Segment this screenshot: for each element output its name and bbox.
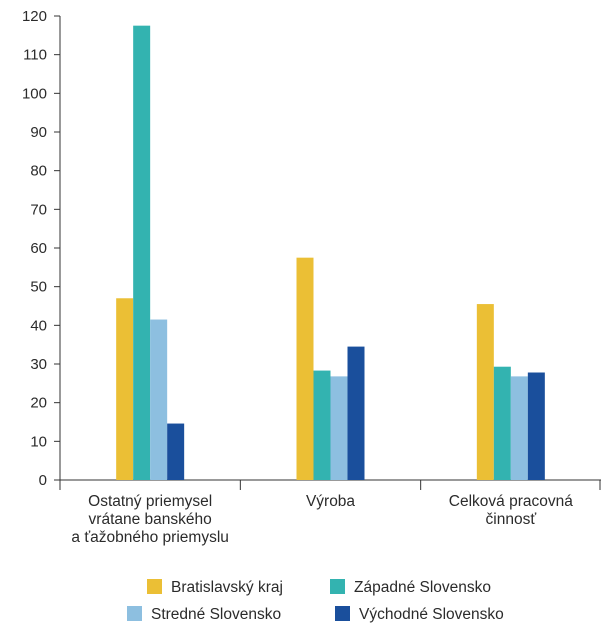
legend-swatch xyxy=(335,606,350,621)
y-tick-label: 30 xyxy=(30,356,47,373)
legend-label: Stredné Slovensko xyxy=(151,606,281,623)
x-category-label: Výroba xyxy=(306,493,355,510)
x-category-label: Ostatný priemysel xyxy=(88,493,212,510)
bar xyxy=(150,319,168,480)
bar xyxy=(493,366,511,480)
bar xyxy=(116,298,134,480)
y-tick-label: 40 xyxy=(30,317,47,334)
y-tick-label: 0 xyxy=(39,472,47,489)
bar xyxy=(133,25,151,481)
y-tick-label: 110 xyxy=(23,47,47,64)
y-tick-label: 50 xyxy=(30,279,47,296)
x-category-label: a ťažobného priemyslu xyxy=(71,529,228,546)
y-tick-label: 120 xyxy=(22,8,47,25)
legend-swatch xyxy=(330,579,345,594)
bar xyxy=(347,346,365,480)
x-category-label: Celková pracovná xyxy=(449,493,573,510)
y-tick-label: 80 xyxy=(30,163,47,180)
legend-swatch xyxy=(147,579,162,594)
bar xyxy=(527,372,545,480)
y-tick-label: 100 xyxy=(22,85,47,102)
bar xyxy=(476,304,494,480)
y-tick-label: 70 xyxy=(30,201,47,218)
bar xyxy=(330,376,348,480)
bar xyxy=(296,257,314,480)
y-tick-label: 60 xyxy=(30,240,47,257)
y-tick-label: 20 xyxy=(30,395,47,412)
legend-label: Východné Slovensko xyxy=(359,606,504,623)
bar xyxy=(167,423,185,480)
legend-label: Západné Slovensko xyxy=(354,579,491,596)
x-category-label: činnosť xyxy=(486,511,537,528)
bar xyxy=(313,370,331,480)
legend-swatch xyxy=(127,606,142,621)
x-category-label: vrátane banského xyxy=(89,511,212,528)
bar xyxy=(510,376,528,480)
legend-label: Bratislavský kraj xyxy=(171,579,283,596)
y-tick-label: 90 xyxy=(30,124,47,141)
y-tick-label: 10 xyxy=(30,433,47,450)
